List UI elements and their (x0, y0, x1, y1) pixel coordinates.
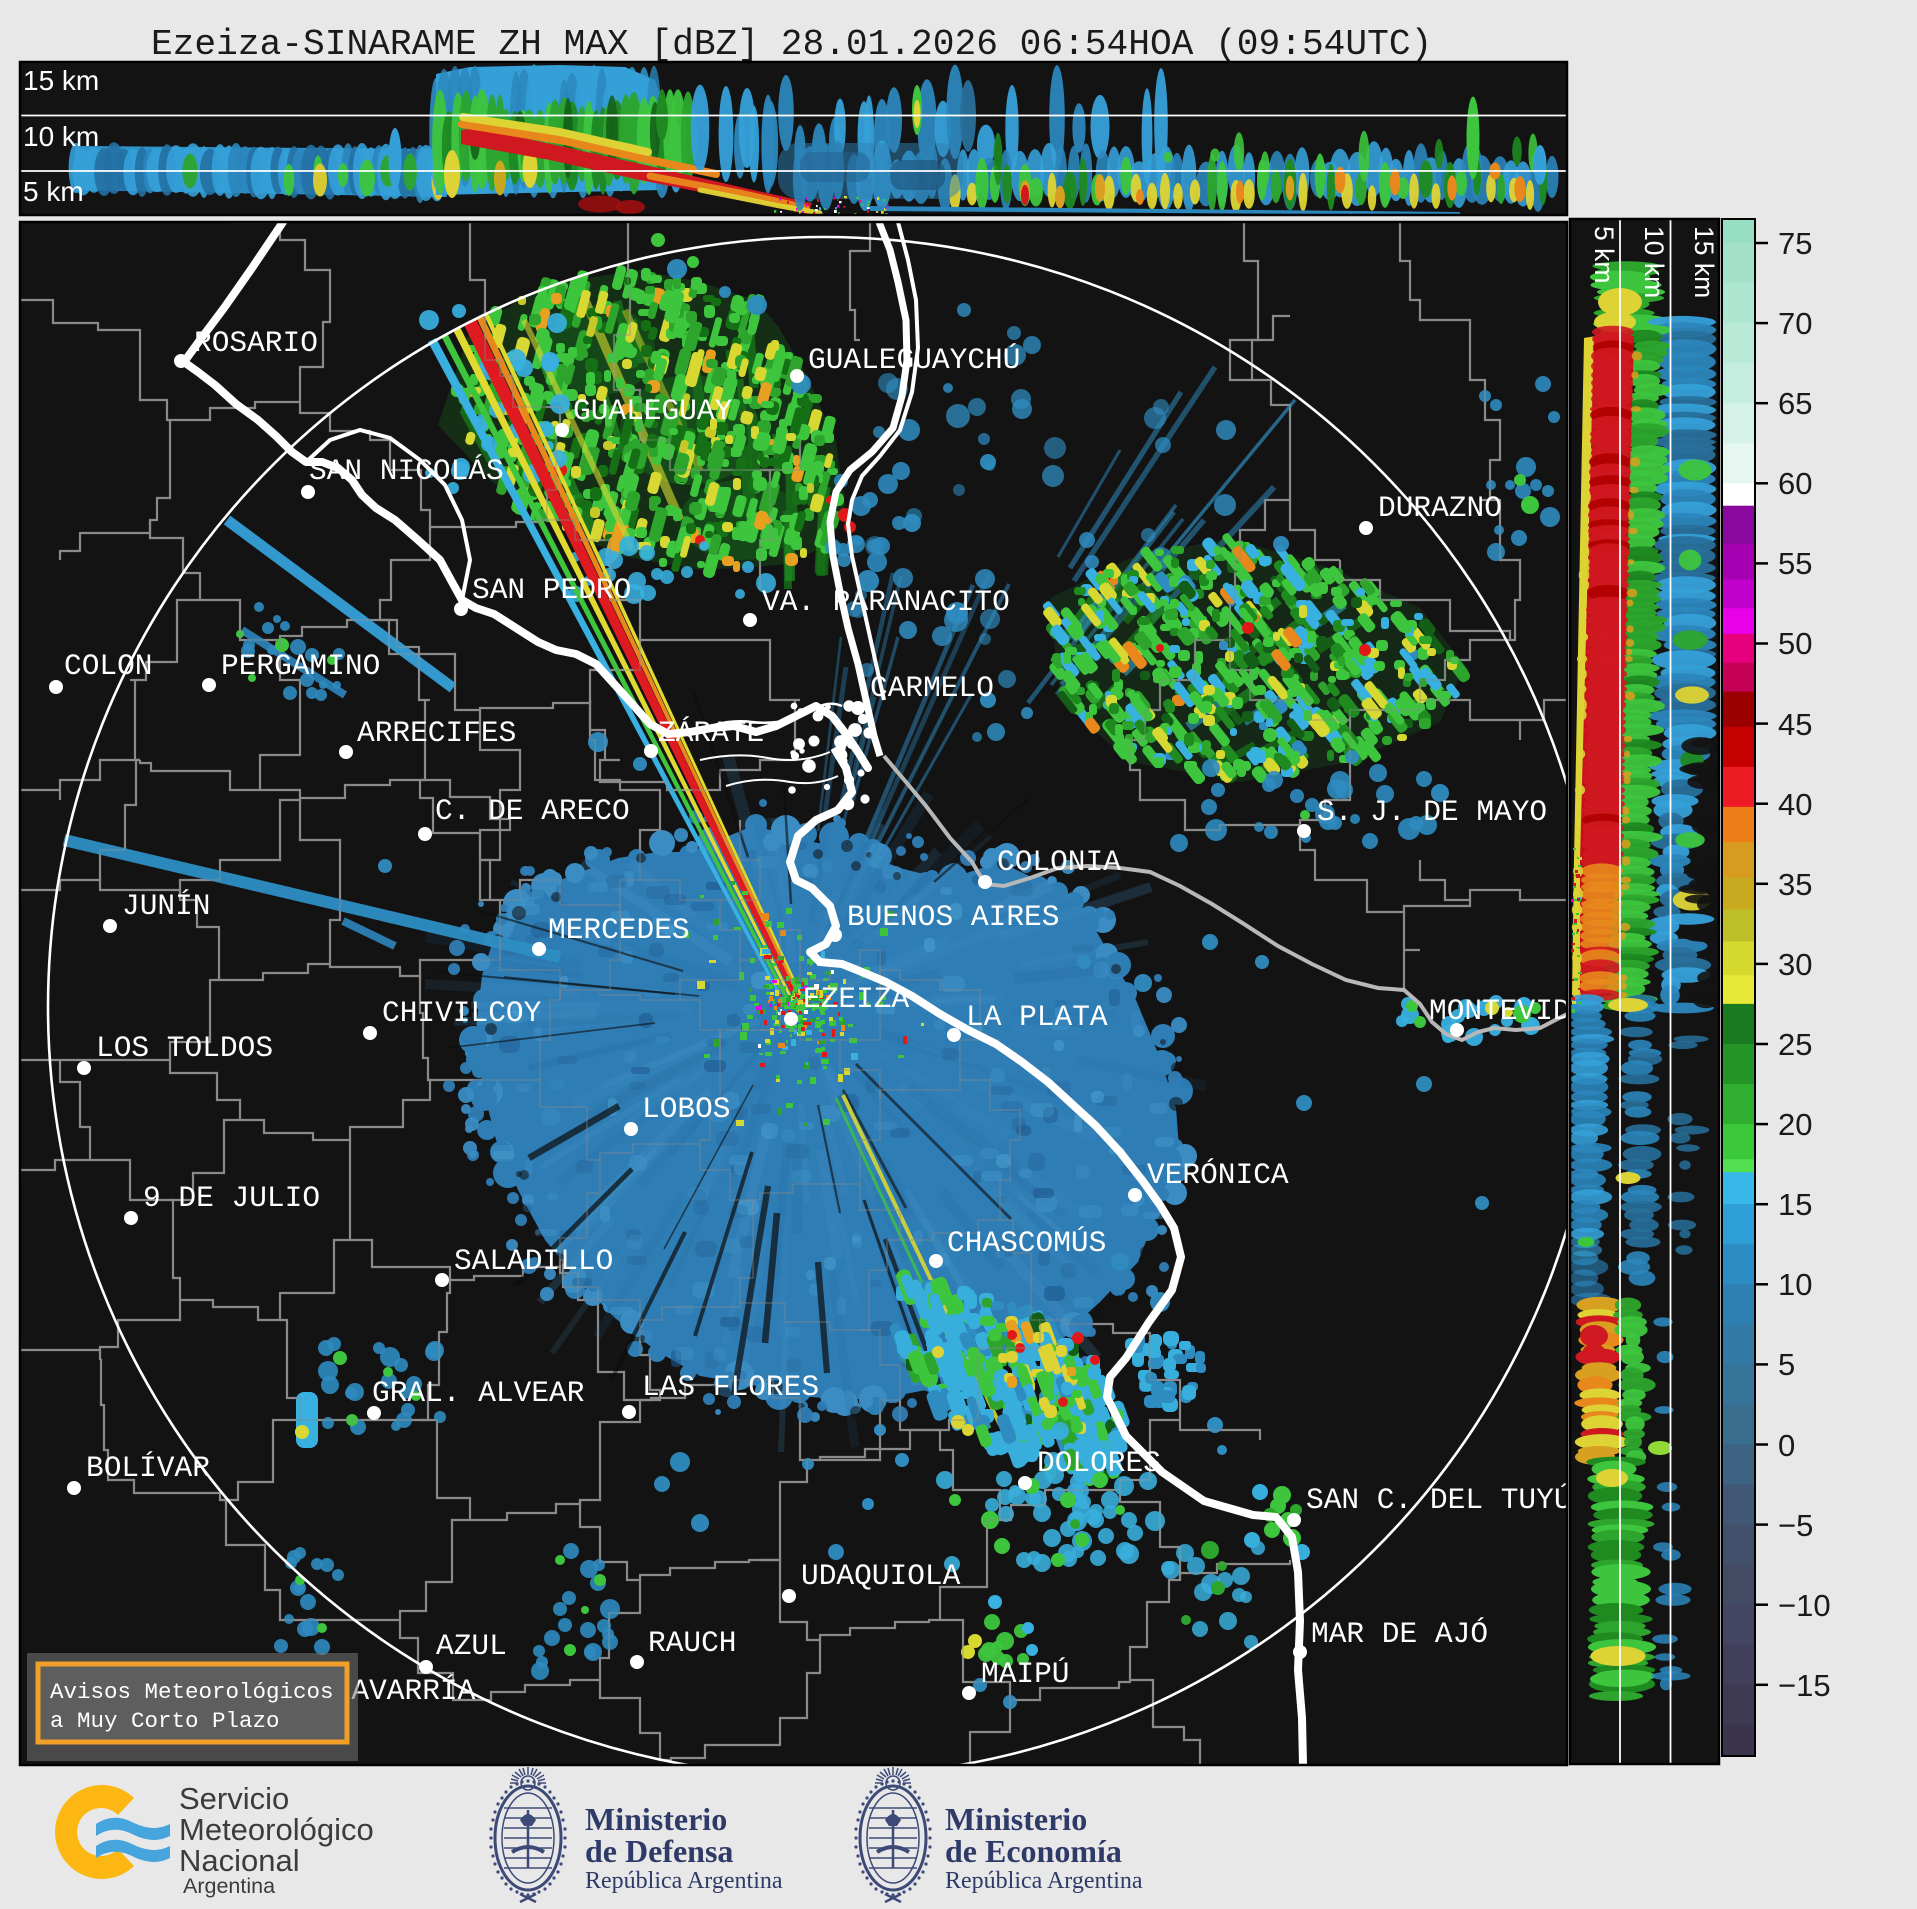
svg-text:Ezeiza-SINARAME ZH MAX [dBZ] 2: Ezeiza-SINARAME ZH MAX [dBZ] 28.01.2026 … (151, 24, 1432, 65)
svg-text:BOLÍVAR: BOLÍVAR (86, 1451, 210, 1485)
svg-text:a Muy Corto Plazo: a Muy Corto Plazo (50, 1708, 280, 1734)
svg-text:BUENOS AIRES: BUENOS AIRES (847, 900, 1059, 934)
svg-text:ZÁRATE: ZÁRATE (658, 716, 764, 750)
svg-text:15 km: 15 km (1689, 226, 1719, 298)
svg-text:MERCEDES: MERCEDES (548, 913, 690, 947)
svg-text:LAS FLORES: LAS FLORES (642, 1370, 819, 1404)
svg-text:LA PLATA: LA PLATA (966, 1000, 1108, 1034)
svg-text:LOS TOLDOS: LOS TOLDOS (96, 1031, 273, 1065)
svg-text:15: 15 (1778, 1187, 1812, 1222)
svg-text:DOLORES: DOLORES (1037, 1446, 1161, 1480)
svg-text:EZEIZA: EZEIZA (803, 982, 910, 1016)
svg-text:Nacional: Nacional (179, 1843, 300, 1878)
svg-text:AZUL: AZUL (436, 1629, 507, 1663)
svg-text:VERÓNICA: VERÓNICA (1147, 1158, 1289, 1192)
svg-text:60: 60 (1778, 466, 1812, 501)
svg-text:DURAZNO: DURAZNO (1378, 491, 1502, 525)
svg-text:Ministerio: Ministerio (585, 1801, 727, 1837)
svg-text:de Defensa: de Defensa (585, 1833, 733, 1869)
svg-text:Servicio: Servicio (179, 1781, 289, 1816)
svg-text:C. DE ARECO: C. DE ARECO (435, 794, 630, 828)
svg-text:35: 35 (1778, 867, 1812, 902)
svg-text:SAN PEDRO: SAN PEDRO (472, 573, 631, 607)
svg-text:S. J. DE MAYO: S. J. DE MAYO (1317, 795, 1547, 829)
svg-text:−15: −15 (1778, 1668, 1831, 1703)
svg-text:SAN C. DEL TUYÚ: SAN C. DEL TUYÚ (1306, 1483, 1572, 1517)
svg-text:9 DE JULIO: 9 DE JULIO (143, 1181, 320, 1215)
svg-text:30: 30 (1778, 947, 1812, 982)
svg-text:−5: −5 (1778, 1508, 1813, 1543)
svg-text:MAR DE AJÓ: MAR DE AJÓ (1311, 1617, 1488, 1651)
svg-text:CHIVILCOY: CHIVILCOY (382, 996, 542, 1030)
svg-text:CHASCOMÚS: CHASCOMÚS (947, 1226, 1106, 1260)
svg-text:JUNÍN: JUNÍN (122, 889, 211, 923)
svg-text:PERGAMINO: PERGAMINO (221, 649, 380, 683)
svg-text:75: 75 (1778, 226, 1812, 261)
svg-text:−10: −10 (1778, 1588, 1831, 1623)
svg-text:45: 45 (1778, 707, 1812, 742)
svg-text:RAUCH: RAUCH (648, 1626, 737, 1660)
svg-text:UDAQUIOLA: UDAQUIOLA (801, 1559, 961, 1593)
svg-text:Avisos Meteorológicos: Avisos Meteorológicos (50, 1679, 334, 1705)
svg-text:LOBOS: LOBOS (642, 1092, 731, 1126)
svg-text:MONTEVIDEO: MONTEVIDEO (1429, 994, 1606, 1028)
svg-text:CARMELO: CARMELO (870, 671, 994, 705)
svg-text:ARRECIFES: ARRECIFES (357, 716, 516, 750)
svg-text:República Argentina: República Argentina (945, 1868, 1143, 1894)
svg-text:Argentina: Argentina (183, 1874, 275, 1898)
svg-text:MAIPÚ: MAIPÚ (981, 1657, 1070, 1691)
svg-text:65: 65 (1778, 386, 1812, 421)
svg-text:GRAL. ALVEAR: GRAL. ALVEAR (372, 1376, 584, 1410)
svg-text:50: 50 (1778, 626, 1812, 661)
svg-text:COLON: COLON (64, 649, 153, 683)
svg-text:SALADILLO: SALADILLO (454, 1244, 613, 1278)
svg-text:10 km: 10 km (1639, 226, 1669, 298)
svg-text:Ministerio: Ministerio (945, 1801, 1087, 1837)
svg-text:5 km: 5 km (23, 176, 84, 207)
svg-text:10 km: 10 km (23, 121, 99, 152)
svg-text:de Economía: de Economía (945, 1833, 1122, 1869)
svg-text:SAN NICOLÁS: SAN NICOLÁS (309, 454, 504, 488)
svg-text:GUALEGUAY: GUALEGUAY (573, 394, 733, 428)
svg-text:70: 70 (1778, 306, 1812, 341)
svg-text:Meteorológico: Meteorológico (179, 1812, 374, 1847)
svg-text:10: 10 (1778, 1267, 1812, 1302)
svg-text:40: 40 (1778, 787, 1812, 822)
svg-text:VA. PARANACITO: VA. PARANACITO (762, 585, 1010, 619)
svg-text:ROSARIO: ROSARIO (194, 326, 318, 360)
svg-text:20: 20 (1778, 1107, 1812, 1142)
svg-text:15 km: 15 km (23, 65, 99, 96)
svg-text:25: 25 (1778, 1027, 1812, 1062)
svg-text:COLONIA: COLONIA (997, 845, 1121, 879)
svg-text:55: 55 (1778, 546, 1812, 581)
svg-text:0: 0 (1778, 1428, 1795, 1463)
svg-text:GUALEGUAYCHÚ: GUALEGUAYCHÚ (808, 343, 1020, 377)
svg-text:República Argentina: República Argentina (585, 1868, 783, 1894)
svg-text:5 km: 5 km (1589, 226, 1619, 283)
svg-text:5: 5 (1778, 1347, 1795, 1382)
